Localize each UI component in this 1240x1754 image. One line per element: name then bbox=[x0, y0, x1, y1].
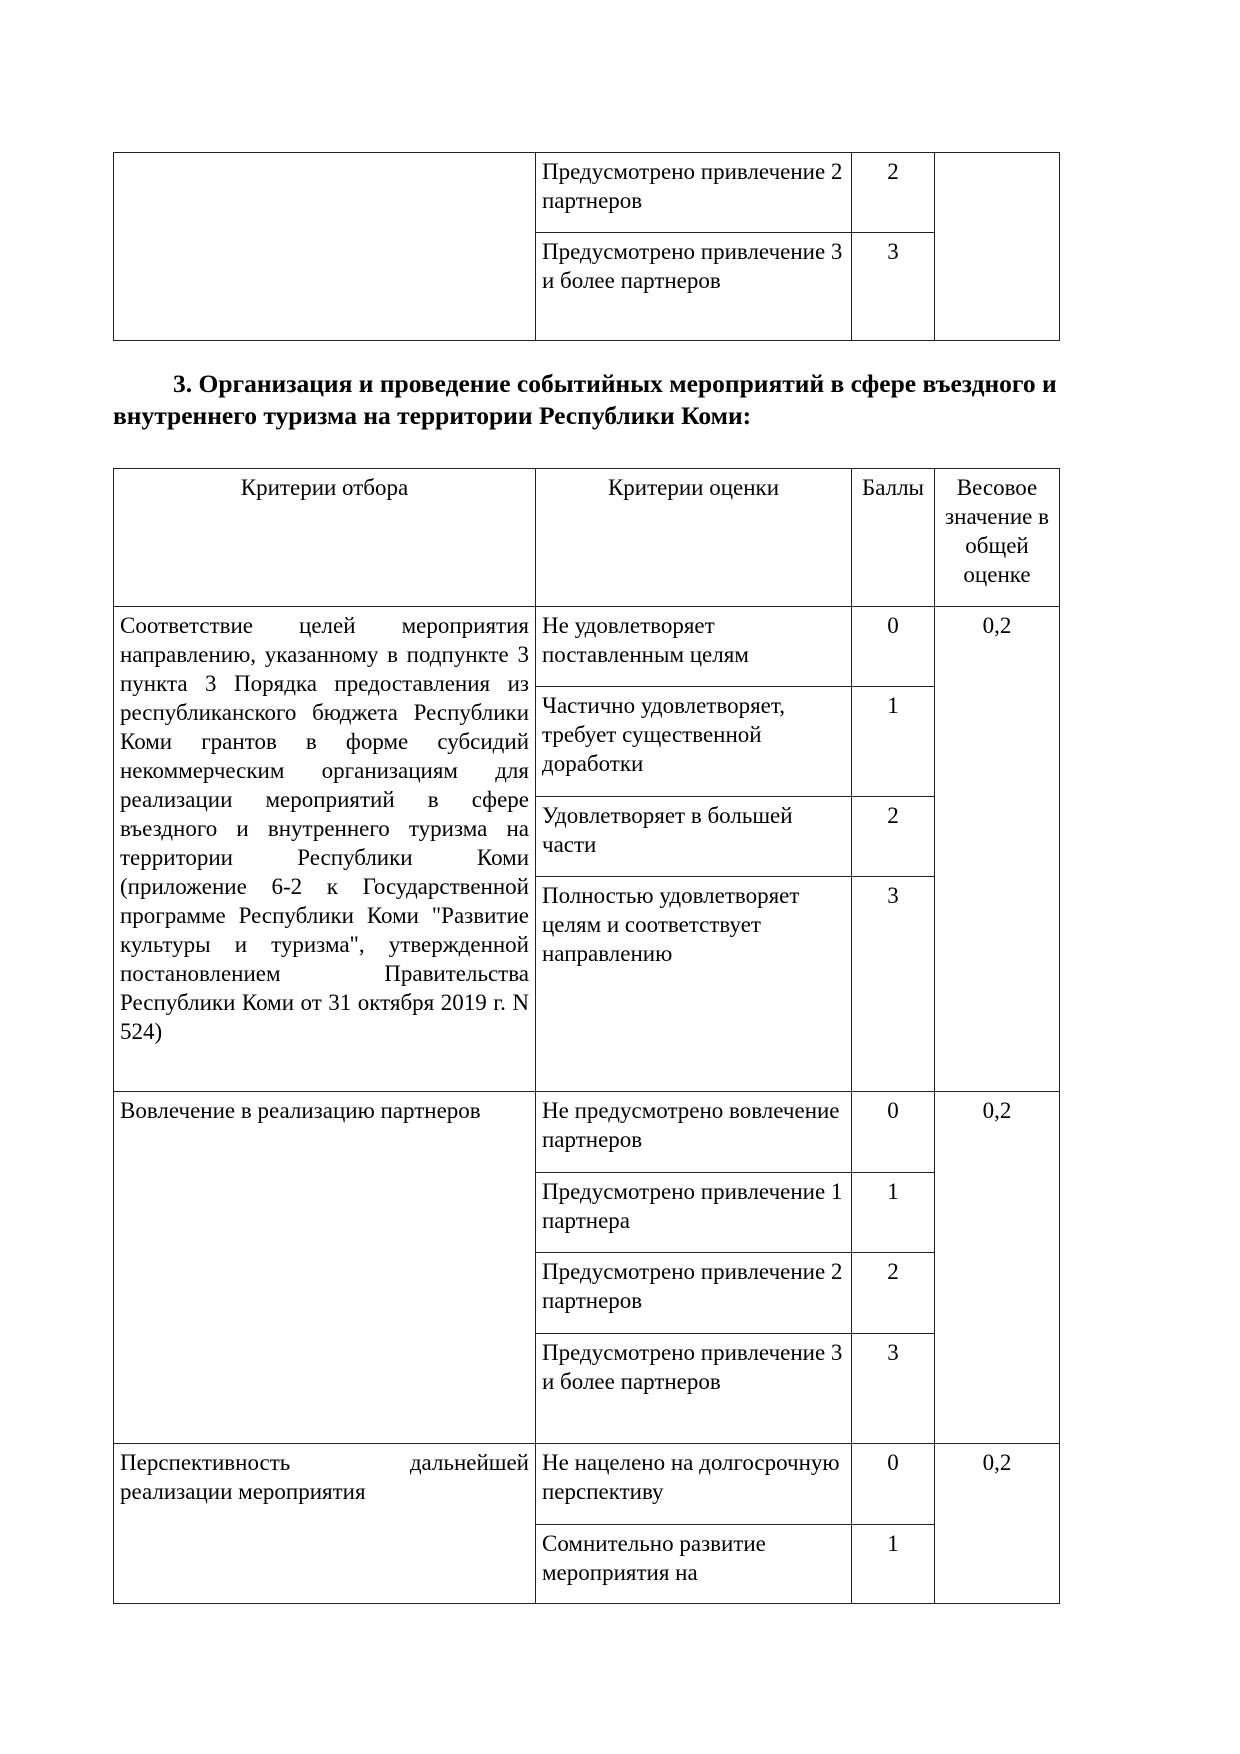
table-row: Предусмотрено привлечение 2 партнеров 2 bbox=[113, 152, 1060, 341]
criteria-table: Критерии отбора Критерии оценки Баллы Ве… bbox=[113, 468, 1060, 1604]
score-cell: 3 bbox=[851, 1333, 935, 1444]
header-evaluation: Критерии оценки bbox=[535, 468, 852, 607]
score-cell: 1 bbox=[851, 1524, 935, 1604]
table-row: Предусмотрено привлечение 2 партнеров 2 bbox=[114, 1252, 1060, 1334]
criterion-cell: Предусмотрено привлечение 1 партнера bbox=[535, 1172, 852, 1253]
score-cell: 0 bbox=[851, 606, 935, 687]
section-heading: 3. Организация и проведение событийных м… bbox=[113, 369, 1057, 430]
empty-cell bbox=[934, 152, 1060, 341]
score-cell: 0 bbox=[851, 1443, 935, 1525]
criterion-cell: Частично удовлетворяет, требует существе… bbox=[535, 686, 852, 797]
header-selection: Критерии отбора bbox=[113, 468, 536, 607]
table-row: Предусмотрено привлечение 1 партнера 1 bbox=[114, 1172, 1060, 1253]
table-row: Предусмотрено привлечение 3 и более парт… bbox=[114, 1333, 1060, 1444]
score-cell: 0 bbox=[851, 1091, 935, 1173]
score-cell: 1 bbox=[851, 1172, 935, 1253]
score-cell: 2 bbox=[851, 152, 935, 233]
criterion-cell: Полностью удовлетворяет целям и соответс… bbox=[535, 876, 852, 1092]
score-cell: 3 bbox=[851, 876, 935, 1092]
weight-cell: 0,2 bbox=[934, 606, 1060, 1092]
selection-cell: Перспективность дальнейшей реализации ме… bbox=[113, 1443, 536, 1604]
criterion-cell: Предусмотрено привлечение 2 партнеров bbox=[535, 1252, 852, 1334]
table-row: Сомнительно развитие мероприятия на 1 bbox=[114, 1524, 1060, 1604]
criterion-cell: Предусмотрено привлечение 3 и более парт… bbox=[535, 232, 852, 341]
selection-cell: Соответствие целей мероприятия направлен… bbox=[113, 606, 536, 1092]
criterion-cell: Предусмотрено привлечение 3 и более парт… bbox=[535, 1333, 852, 1444]
table-row: Полностью удовлетворяет целям и соответс… bbox=[114, 876, 1060, 1092]
table-row: Вовлечение в реализацию партнеров Не пре… bbox=[113, 1091, 1060, 1444]
criterion-cell: Удовлетворяет в большей части bbox=[535, 796, 852, 877]
table-row: Соответствие целей мероприятия направлен… bbox=[113, 606, 1060, 1092]
score-cell: 2 bbox=[851, 796, 935, 877]
header-row: Критерии отбора Критерии оценки Баллы Ве… bbox=[113, 468, 1060, 607]
score-cell: 3 bbox=[851, 232, 935, 341]
criterion-cell: Не предусмотрено вовлечение партнеров bbox=[535, 1091, 852, 1173]
score-cell: 1 bbox=[851, 686, 935, 797]
table-row: Удовлетворяет в большей части 2 bbox=[114, 796, 1060, 877]
header-score: Баллы bbox=[851, 468, 935, 607]
weight-cell: 0,2 bbox=[934, 1443, 1060, 1604]
continued-table: Предусмотрено привлечение 2 партнеров 2 … bbox=[113, 152, 1060, 341]
weight-cell: 0,2 bbox=[934, 1091, 1060, 1444]
selection-cell: Вовлечение в реализацию партнеров bbox=[113, 1091, 536, 1444]
criterion-cell: Предусмотрено привлечение 2 партнеров bbox=[535, 152, 852, 233]
score-cell: 2 bbox=[851, 1252, 935, 1334]
table-row: Частично удовлетворяет, требует существе… bbox=[114, 686, 1060, 797]
empty-cell bbox=[113, 152, 536, 341]
criterion-cell: Сомнительно развитие мероприятия на bbox=[535, 1524, 852, 1604]
criterion-cell: Не нацелено на долгосрочную перспективу bbox=[535, 1443, 852, 1525]
criterion-cell: Не удовлетворяет поставленным целям bbox=[535, 606, 852, 687]
table-row: Предусмотрено привлечение 3 и более парт… bbox=[114, 232, 1060, 341]
header-weight: Весовое значение в общей оценке bbox=[934, 468, 1060, 607]
table-row: Перспективность дальнейшей реализации ме… bbox=[113, 1443, 1060, 1604]
